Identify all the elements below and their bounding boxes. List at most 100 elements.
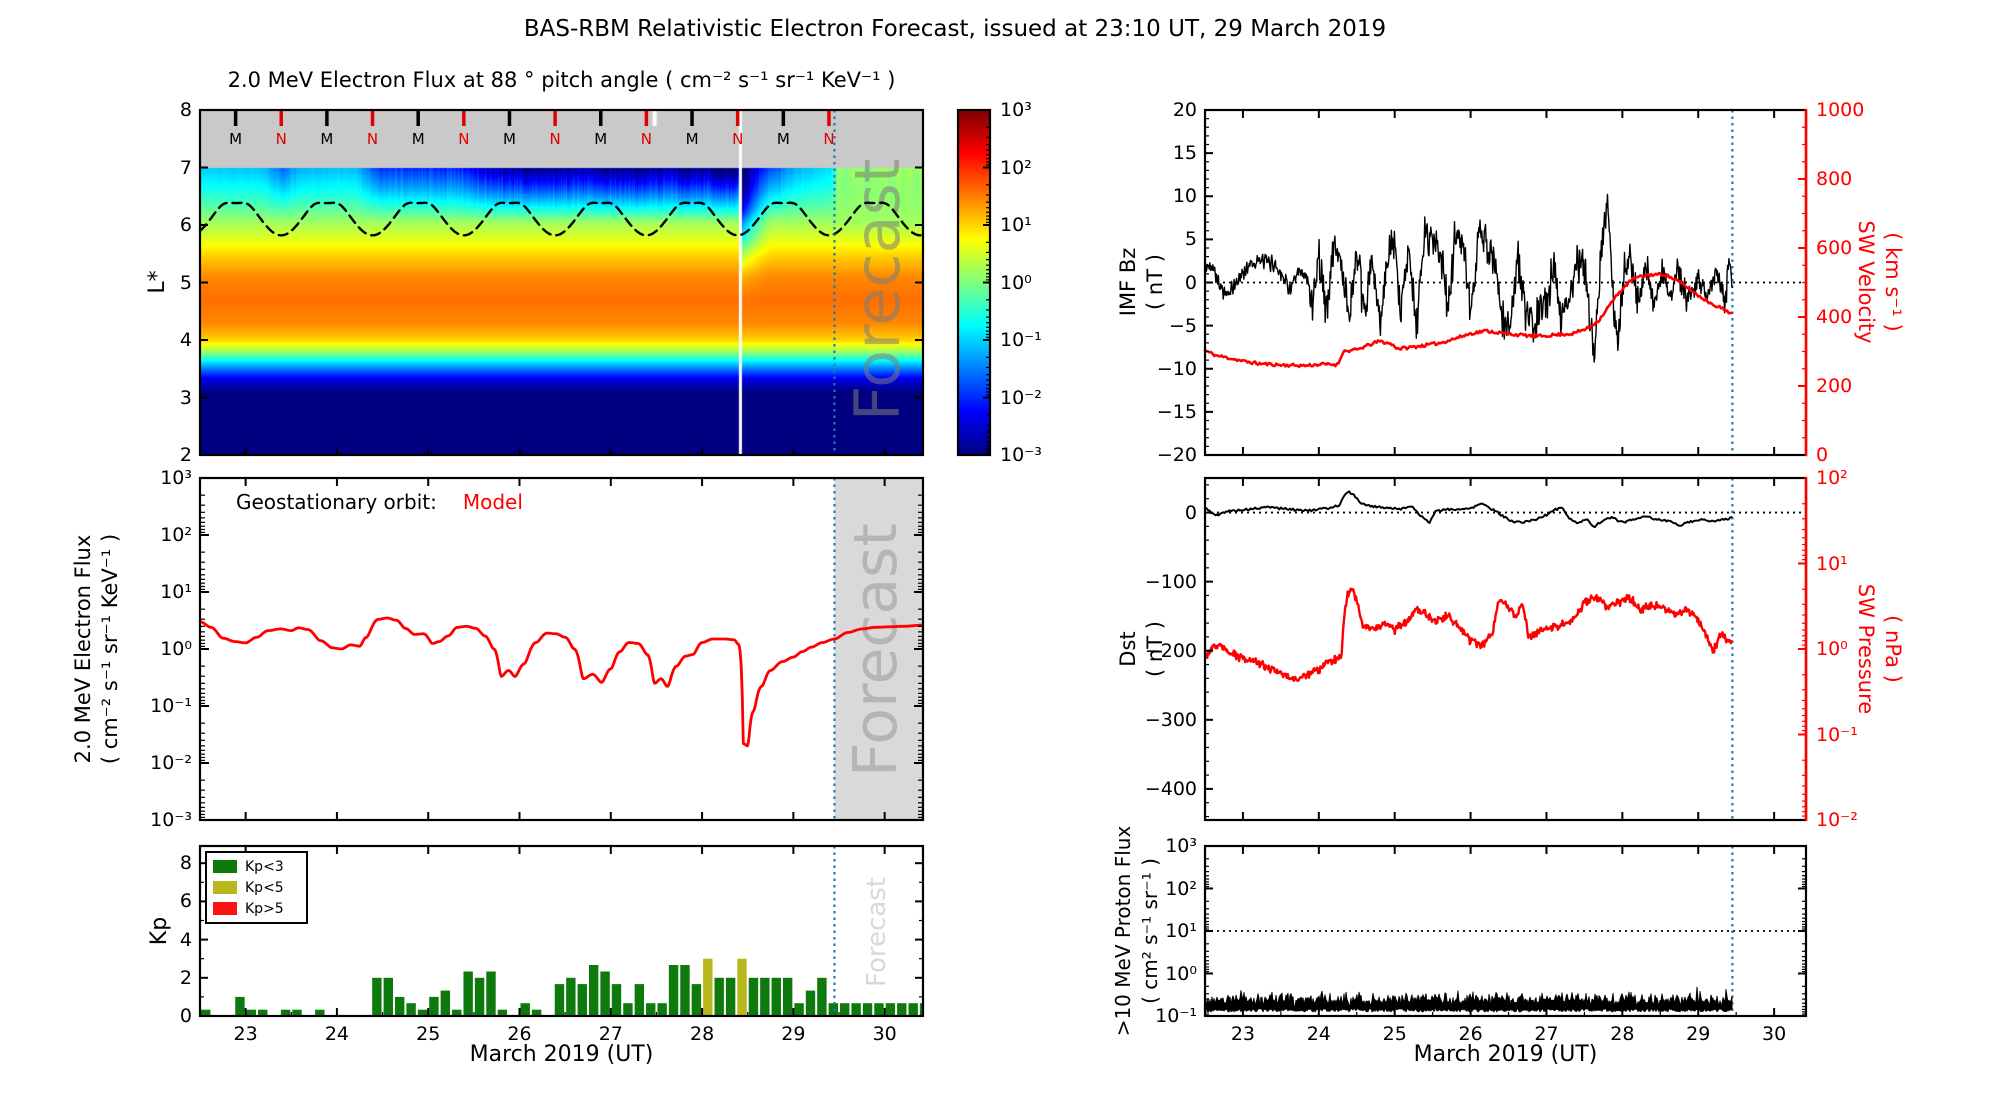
- noon-marker-label: N: [732, 130, 743, 148]
- flux-map-ytick: 7: [179, 156, 192, 179]
- sw-velocity-ytick: 1000: [1816, 99, 1865, 121]
- flux-map-title: 2.0 MeV Electron Flux at 88 ° pitch angl…: [227, 68, 896, 92]
- sw-pressure-ytick: 10²: [1816, 467, 1848, 489]
- kp-bar: [840, 1003, 850, 1016]
- local-time-markers: M M M M M M MN N N N N N N: [229, 111, 835, 148]
- sw-pressure-ytick: 10⁰: [1816, 638, 1848, 660]
- midnight-marker-label: M: [320, 130, 333, 148]
- kp-bar: [486, 971, 496, 1016]
- imf-ytick: −10: [1156, 357, 1197, 380]
- x-tick-left: 30: [872, 1023, 897, 1045]
- flux-map-ytick: 6: [179, 214, 192, 236]
- kp-ytick: 6: [179, 890, 192, 913]
- kp-legend-row-mid: Kp<5: [207, 877, 306, 898]
- midnight-marker-label: M: [229, 130, 242, 148]
- geo-flux-frame: [198, 476, 925, 822]
- imf-sw-plot: [1203, 110, 1806, 455]
- dst-ytick: −400: [1144, 777, 1197, 800]
- x-tick-left: 27: [598, 1023, 623, 1045]
- proton-ytick: 10⁻¹: [1155, 1005, 1197, 1027]
- dst-ytick: −100: [1144, 570, 1197, 593]
- kp-bar: [463, 971, 473, 1016]
- x-tick-right: 25: [1382, 1023, 1407, 1045]
- geo-orbit-legend-value: Model: [462, 490, 523, 514]
- electron-flux-axis-label-line1: 2.0 MeV Electron Flux: [71, 534, 95, 764]
- imf-ytick: 5: [1184, 228, 1197, 251]
- x-tick-right: 27: [1534, 1023, 1559, 1045]
- kp-bar: [897, 1003, 907, 1016]
- proton-ytick: 10¹: [1165, 920, 1197, 942]
- dst-pressure-plot: [1203, 478, 1806, 820]
- kp-bar: [657, 1003, 667, 1016]
- kp-bar: [258, 1009, 268, 1016]
- kp-bar: [748, 977, 759, 1016]
- proton-ytick: 10²: [1165, 877, 1197, 900]
- colorbar-tick: 10⁻³: [1000, 444, 1042, 466]
- kp-legend-row-low: Kp<3: [207, 856, 306, 877]
- flux-map-ytick: 4: [179, 329, 192, 351]
- kp-ytick: 2: [179, 966, 192, 989]
- kp-bar: [725, 977, 736, 1016]
- midnight-marker-label: M: [503, 130, 516, 148]
- kp-bar: [394, 996, 405, 1016]
- geo-flux-ytick: 10³: [160, 467, 192, 489]
- kp-bar: [782, 977, 793, 1016]
- imf-ytick: −20: [1156, 444, 1197, 466]
- kp-bar: [600, 971, 610, 1016]
- proton-ytick: 10⁰: [1165, 962, 1197, 985]
- kp-bar: [315, 1009, 325, 1016]
- flux-map-frame: [198, 108, 925, 457]
- x-tick-right: 24: [1306, 1023, 1331, 1045]
- kp-bar: [201, 1009, 211, 1016]
- kp-bar: [817, 977, 827, 1016]
- kp-bar: [497, 1009, 508, 1016]
- kp-bar: [440, 990, 451, 1016]
- kp-bar: [794, 1003, 804, 1016]
- midnight-marker-label: M: [594, 130, 607, 148]
- noon-marker-label: N: [276, 130, 287, 148]
- colorbar-tick: 10⁻²: [1000, 386, 1042, 409]
- x-tick-left: 25: [416, 1023, 441, 1045]
- kp-bar: [874, 1003, 884, 1016]
- midnight-marker-label: M: [412, 130, 425, 148]
- imf-ytick: 0: [1184, 271, 1197, 294]
- kp-bar: [862, 1003, 873, 1016]
- geo-flux-ytick: 10²: [160, 524, 192, 546]
- sw-velocity-ytick: 200: [1816, 375, 1853, 397]
- kp-bar: [588, 965, 599, 1016]
- kp-bar: [372, 977, 382, 1016]
- noon-marker-label: N: [549, 130, 560, 148]
- kp-frame: [198, 844, 925, 1018]
- sw-pressure-ytick: 10⁻²: [1816, 809, 1858, 831]
- imf-ytick: −5: [1168, 314, 1197, 337]
- sw-pressure-ytick: 10⁻¹: [1816, 723, 1858, 746]
- kp-bar: [760, 977, 770, 1016]
- proton-plot: [1204, 846, 1806, 1016]
- noon-marker-label: N: [823, 130, 834, 148]
- kp-bar: [885, 1003, 896, 1016]
- kp-bar: [714, 977, 724, 1016]
- geo-orbit-legend: Geostationary orbit: Model: [236, 490, 523, 514]
- kp-bar: [919, 1003, 923, 1016]
- kp-legend-row-high: Kp>5: [207, 898, 306, 919]
- dst-ytick: −200: [1144, 639, 1197, 662]
- imf-ytick: −15: [1156, 400, 1197, 423]
- kp-bar: [554, 984, 565, 1016]
- kp-bar: [429, 996, 439, 1016]
- kp-ytick: 8: [179, 852, 192, 875]
- kp-high-swatch: [213, 902, 237, 915]
- forecast-shade: [834, 478, 923, 820]
- x-axis-title-right: March 2019 (UT): [1413, 1042, 1598, 1067]
- kp-bar: [908, 1003, 918, 1016]
- flux-map-overlay: M M M M M M MN N N N N N N: [198, 110, 925, 455]
- proton-ytick: 10³: [1165, 835, 1197, 857]
- kp-bar: [280, 1009, 291, 1016]
- kp-bar: [520, 1003, 530, 1016]
- kp-bar: [680, 965, 690, 1016]
- kp-bar: [623, 1003, 633, 1016]
- x-axis-title-left: March 2019 (UT): [469, 1042, 654, 1067]
- x-tick-left: 24: [324, 1023, 350, 1045]
- flux-map-canvas: [200, 110, 923, 455]
- kp-bar: [474, 977, 485, 1016]
